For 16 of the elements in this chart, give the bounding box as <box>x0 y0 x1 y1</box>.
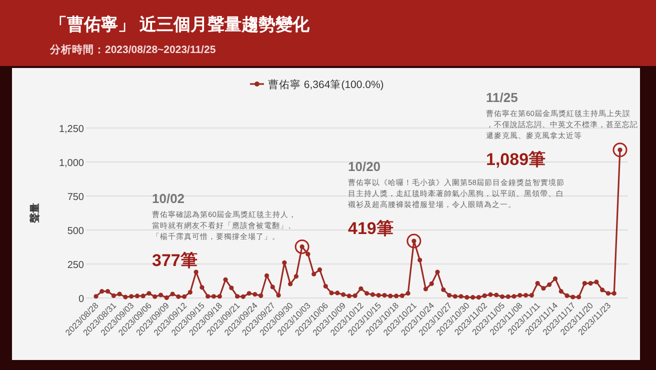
chart-title: 「曹佑寧」 近三個月聲量趨勢變化 <box>50 15 311 34</box>
y-tick-label: 1,000 <box>58 158 84 169</box>
y-tick-label: 500 <box>67 226 84 237</box>
annotation: 1,089筆 <box>486 150 546 169</box>
y-tick-label: 1,250 <box>58 124 84 135</box>
y-tick-label: 750 <box>67 192 84 203</box>
chart-subtitle: 分析時間：2023/08/28~2023/11/25 <box>49 43 216 56</box>
y-axis-title: 聲量 <box>29 203 41 224</box>
y-tick-label: 0 <box>78 294 84 305</box>
annotation: 419筆 <box>348 219 394 238</box>
y-tick-label: 250 <box>67 260 84 271</box>
annotation: 377筆 <box>152 251 198 270</box>
text: 11/25 <box>486 90 518 105</box>
legend-label: 曹佑寧 6,364筆(100.0%) <box>268 78 384 91</box>
annotation: 10/20 <box>348 159 381 174</box>
annotation: 10/02 <box>152 191 185 206</box>
